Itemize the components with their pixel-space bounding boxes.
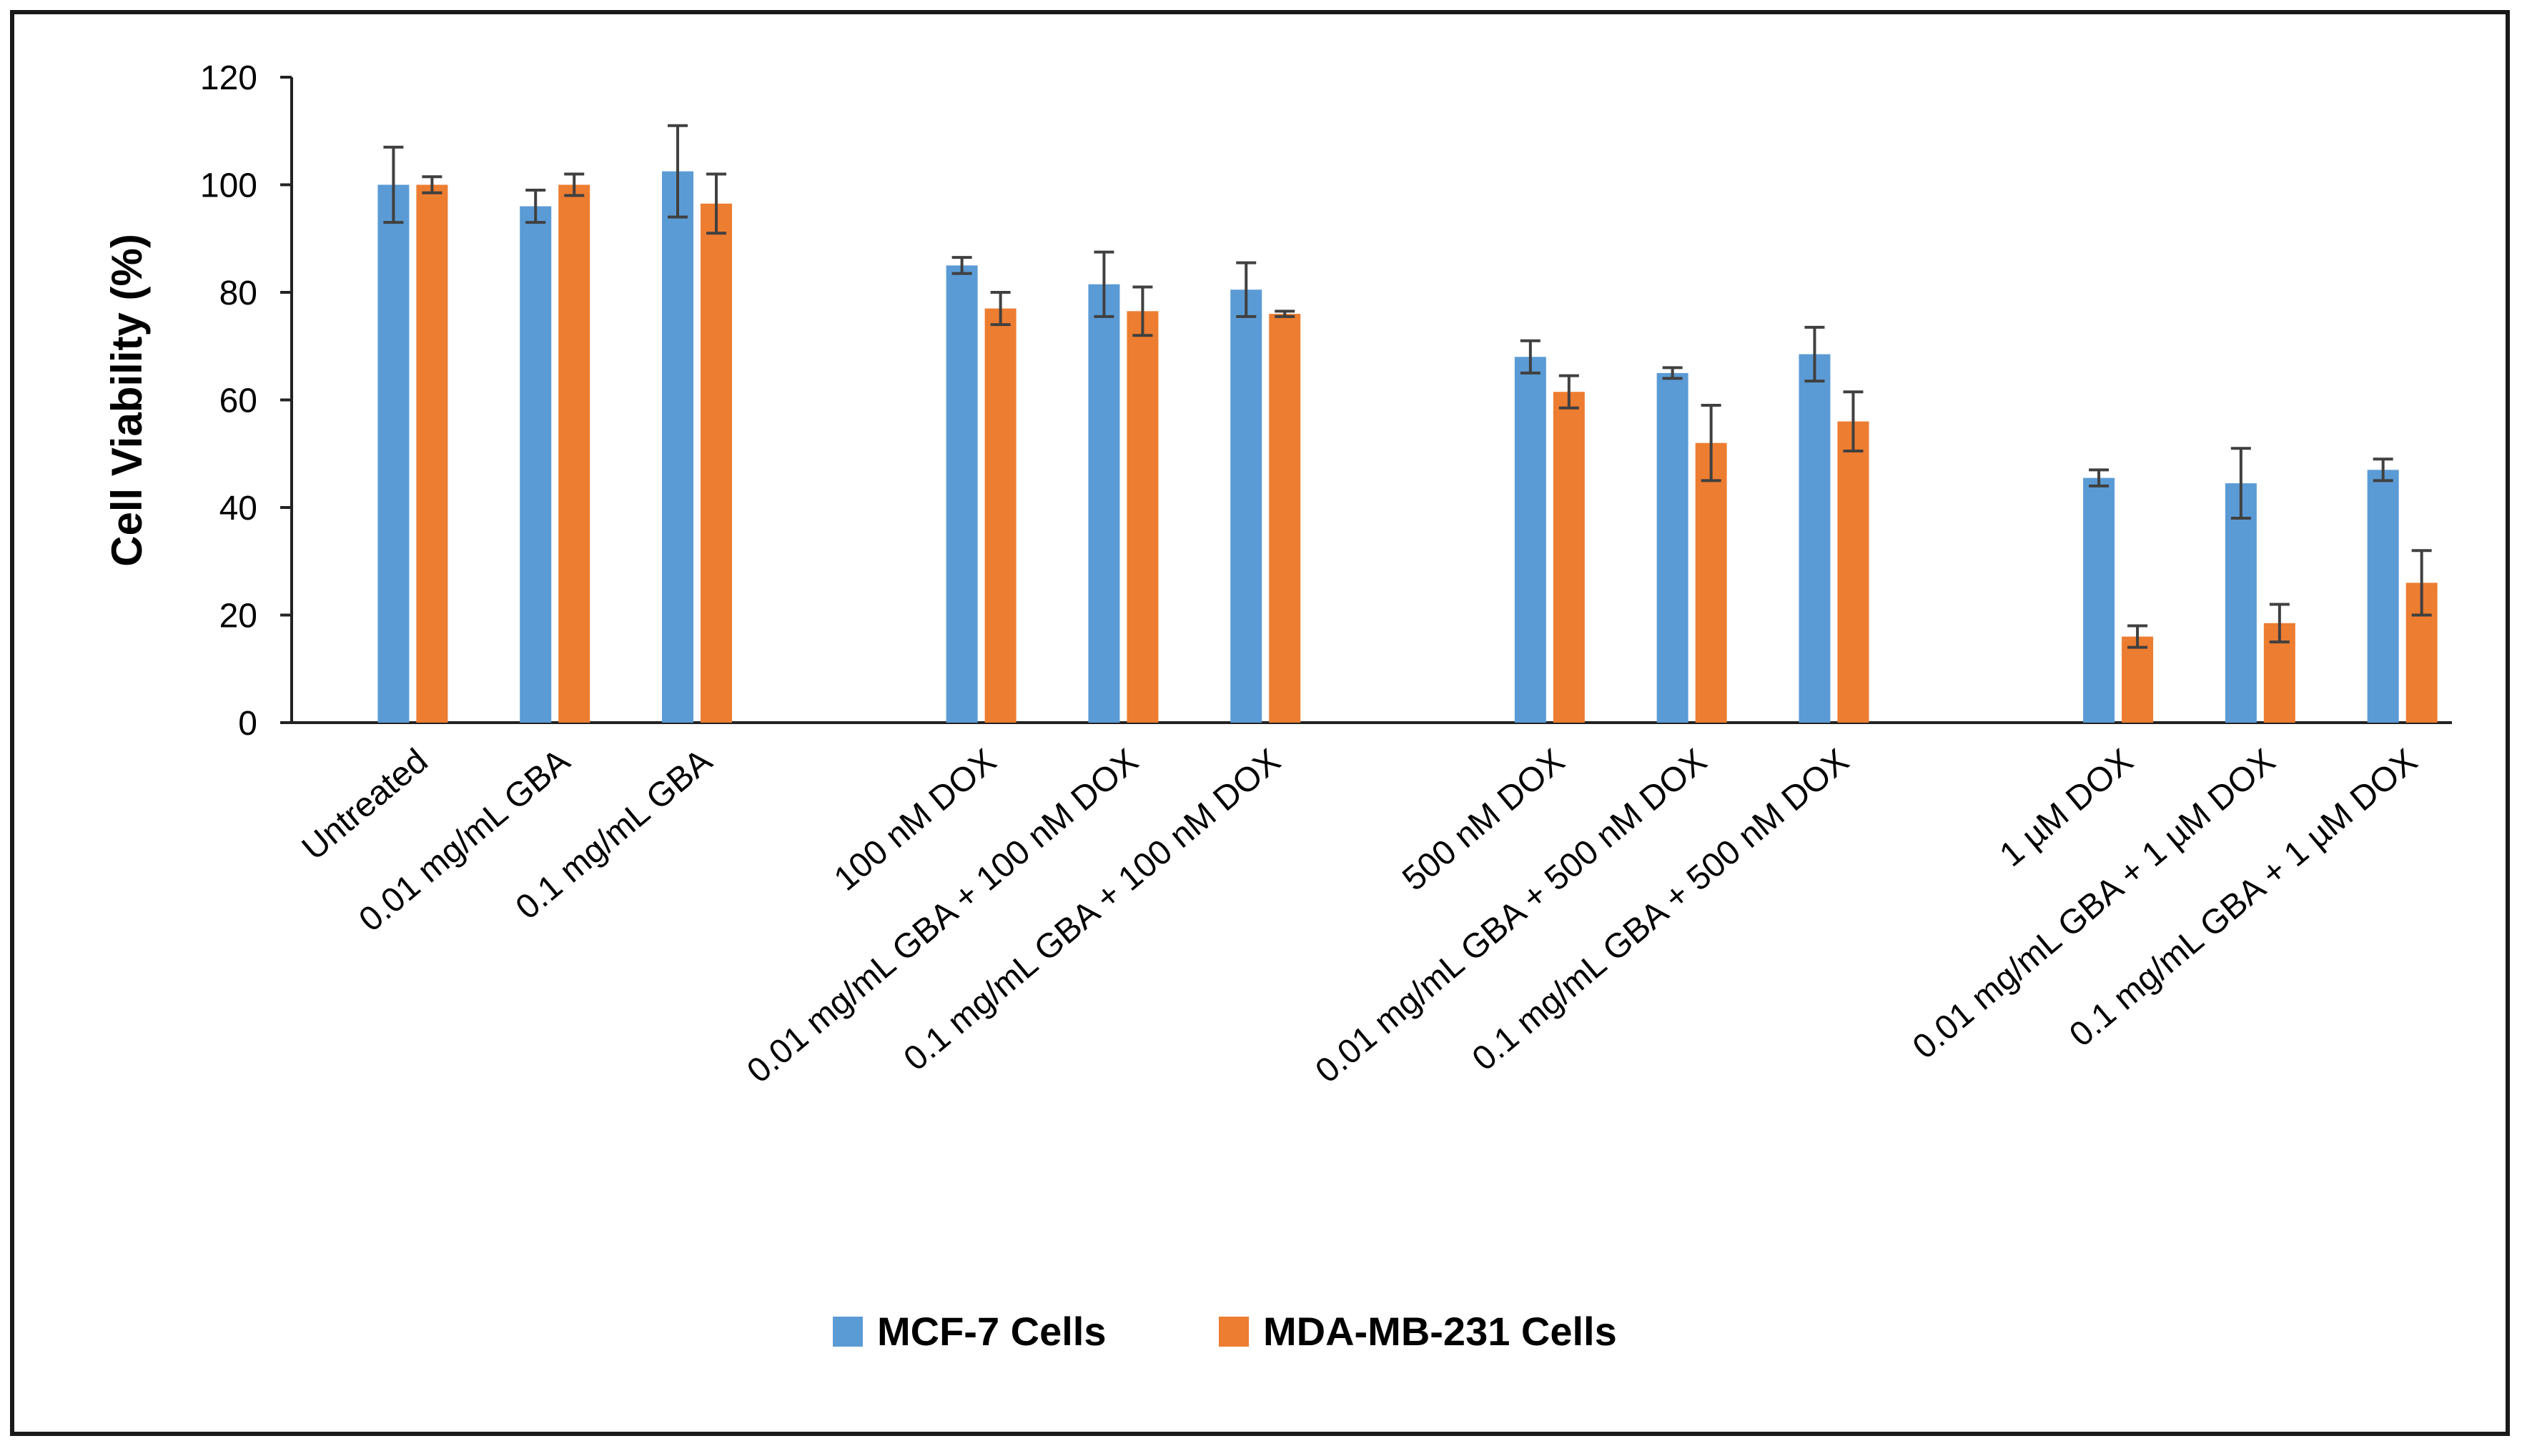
legend-swatch xyxy=(833,1317,863,1347)
y-tick-label: 40 xyxy=(219,490,257,528)
bar-mcf7 xyxy=(520,206,552,723)
bar-mcf7 xyxy=(1656,372,1688,723)
bar-mcf7 xyxy=(377,184,410,723)
bar-mdamb231 xyxy=(1553,392,1585,723)
bar-mcf7 xyxy=(662,171,694,723)
bar-mcf7 xyxy=(1230,289,1262,723)
bar-mdamb231 xyxy=(2122,636,2154,723)
bar-mcf7 xyxy=(1088,284,1120,723)
bar-mdamb231 xyxy=(984,308,1017,723)
y-tick-label: 100 xyxy=(200,167,257,205)
y-tick-label: 80 xyxy=(219,274,257,312)
bar-mcf7 xyxy=(1514,357,1546,723)
bar-mcf7 xyxy=(2367,470,2399,723)
bar-mdamb231 xyxy=(1695,442,1727,723)
y-tick-label: 120 xyxy=(200,59,257,97)
bar-mdamb231 xyxy=(1269,314,1301,723)
y-tick-label: 60 xyxy=(219,382,257,420)
bar-mdamb231 xyxy=(701,203,733,723)
bar-mcf7 xyxy=(2225,483,2257,723)
x-category-label: 1 µM DOX xyxy=(1993,742,2140,874)
bar-mcf7 xyxy=(2083,477,2115,723)
y-tick-label: 0 xyxy=(238,705,257,743)
legend-swatch xyxy=(1219,1317,1249,1347)
bar-mcf7 xyxy=(1799,354,1831,723)
x-category-label: Untreated xyxy=(295,742,435,868)
bar-mdamb231 xyxy=(1127,311,1159,723)
legend-label: MCF-7 Cells xyxy=(877,1309,1107,1354)
y-axis-title: Cell Viability (%) xyxy=(103,234,151,567)
bar-mdamb231 xyxy=(416,184,448,723)
y-tick-label: 20 xyxy=(219,598,257,635)
bar-mdamb231 xyxy=(558,184,590,723)
bar-mdamb231 xyxy=(1837,421,1869,723)
bar-mcf7 xyxy=(946,265,978,723)
legend-label: MDA-MB-231 Cells xyxy=(1263,1309,1617,1354)
